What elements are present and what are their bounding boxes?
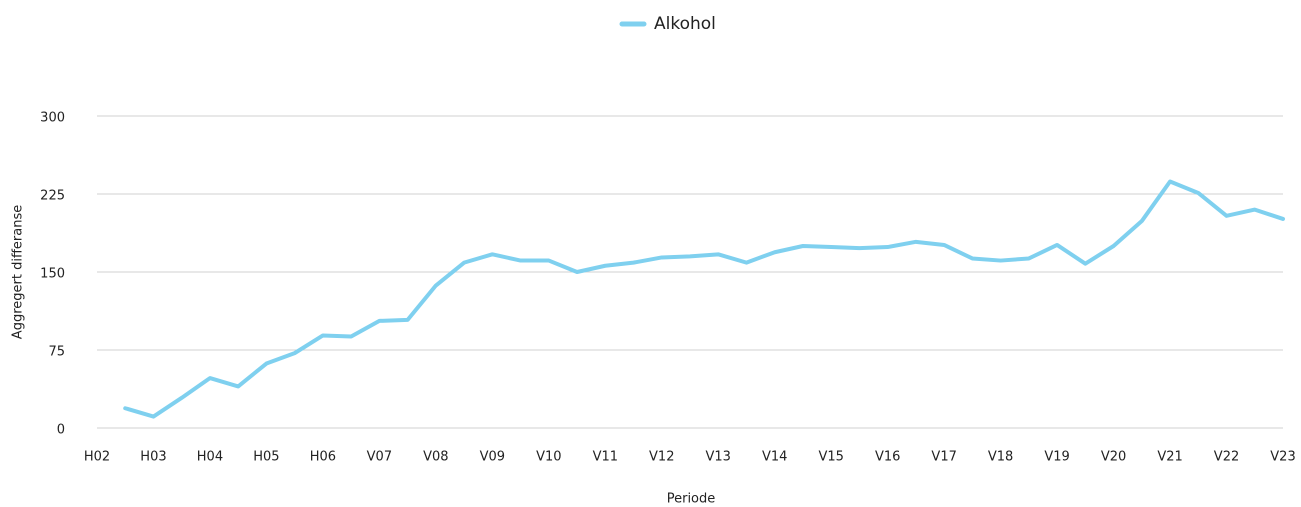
x-tick-label: V14 [762, 450, 787, 465]
x-tick-label: V08 [423, 450, 448, 465]
x-tick-label: V18 [988, 450, 1013, 465]
y-tick-label: 0 [57, 423, 65, 438]
x-tick-label: V15 [818, 450, 843, 465]
x-tick-label: V17 [931, 450, 956, 465]
x-tick-label: V07 [367, 450, 392, 465]
x-tick-label: V19 [1044, 450, 1069, 465]
x-tick-label: H02 [84, 450, 110, 465]
y-tick-label: 300 [40, 111, 65, 126]
x-tick-label: H03 [140, 450, 166, 465]
x-tick-label: V09 [480, 450, 505, 465]
x-tick-label: V20 [1101, 450, 1126, 465]
y-tick-label: 225 [40, 189, 65, 204]
x-tick-label: H06 [310, 450, 336, 465]
x-tick-label: V16 [875, 450, 900, 465]
x-tick-label: H04 [197, 450, 223, 465]
x-tick-label: V23 [1270, 450, 1295, 465]
x-tick-label: V13 [706, 450, 731, 465]
x-axis-label: Periode [667, 492, 716, 507]
x-tick-label: V10 [536, 450, 561, 465]
y-axis-label: Aggregert differanse [11, 205, 26, 339]
y-tick-label: 75 [48, 345, 65, 360]
line-series [123, 179, 1285, 419]
x-tick-label: H05 [253, 450, 279, 465]
x-tick-label: V21 [1157, 450, 1182, 465]
x-tick-label: V11 [593, 450, 618, 465]
x-tick-label: V12 [649, 450, 674, 465]
y-tick-label: 150 [40, 267, 65, 282]
legend-label: Alkohol [654, 14, 716, 34]
x-tick-label: V22 [1214, 450, 1239, 465]
